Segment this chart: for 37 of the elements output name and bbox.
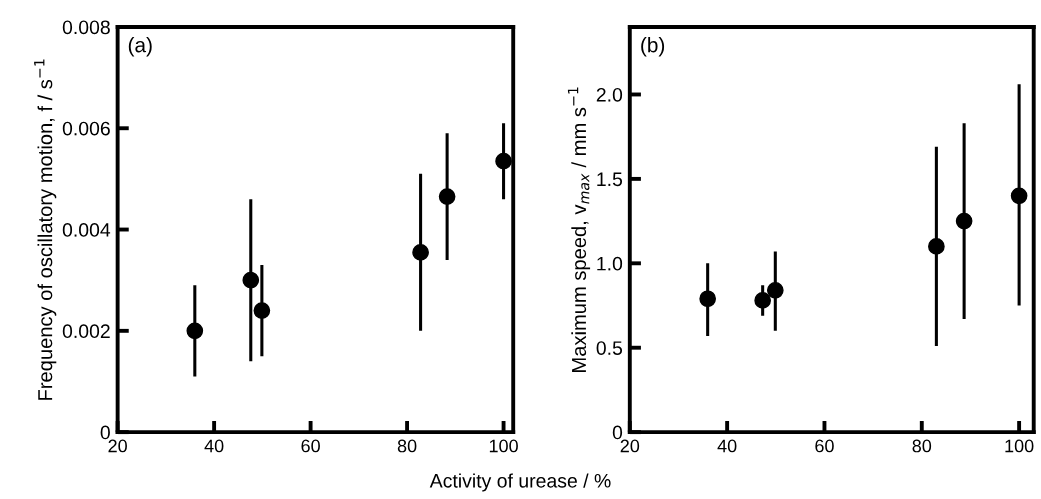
point: [186, 322, 204, 340]
x-tick-label: 80: [912, 439, 932, 453]
point: [253, 302, 271, 319]
x-tick-label: 100: [1005, 439, 1034, 453]
y-tick-label: 0.006: [62, 121, 110, 136]
y-tick-label: 0: [612, 425, 623, 440]
x-axis-title: Activity of urease / %: [429, 473, 611, 492]
y-tick-label: 1.5: [597, 172, 623, 187]
x-tick-label: 20: [108, 439, 127, 453]
x-tick-label: 40: [204, 439, 224, 453]
y-tick-label: 1.0: [597, 256, 623, 271]
point: [928, 238, 945, 255]
y-axis-title: Maximum speed, v$_{max}$ / mm s$^{−1}$: [567, 87, 591, 372]
annotation: (b): [641, 37, 665, 57]
y-tick-label: 0.002: [62, 324, 110, 339]
point: [754, 292, 771, 309]
y-tick-label: 0.004: [62, 223, 111, 237]
x-tick-label: 80: [397, 439, 417, 453]
y-axis-title: Frequency of oscillatory motion, f / s$^{−1}$: [34, 59, 57, 400]
x-tick-label: 100: [489, 439, 518, 453]
point: [495, 152, 512, 170]
point: [766, 281, 784, 299]
point: [1010, 187, 1028, 205]
point: [438, 188, 456, 205]
point: [699, 290, 717, 308]
y-tick-label: 0.5: [596, 341, 623, 355]
annotation: (a): [128, 37, 152, 57]
point: [412, 243, 429, 261]
y-tick-label: 0.008: [62, 20, 110, 35]
x-tick-label: 60: [815, 439, 834, 453]
y-tick-label: 2.0: [596, 87, 623, 102]
y-tick-label: 0: [100, 425, 110, 440]
x-tick-label: 20: [620, 439, 640, 453]
x-tick-label: 60: [301, 439, 320, 453]
point: [242, 271, 260, 289]
x-tick-label: 40: [717, 439, 737, 453]
point: [955, 212, 973, 230]
